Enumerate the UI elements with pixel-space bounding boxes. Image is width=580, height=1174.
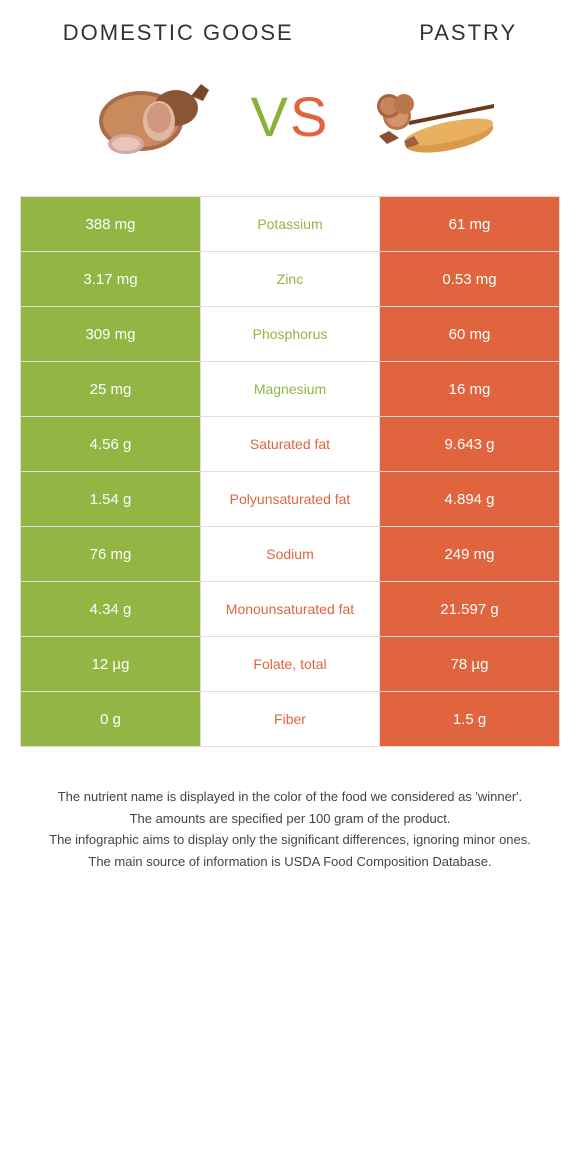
cell-left: 0 g [21, 692, 201, 747]
cell-right: 1.5 g [380, 692, 560, 747]
left-title: DOMESTIC GOOSE [63, 20, 294, 46]
vs-s: S [290, 85, 329, 148]
cell-left: 4.34 g [21, 582, 201, 637]
cell-mid: Fiber [201, 692, 380, 747]
cell-mid: Folate, total [201, 637, 380, 692]
cell-right: 16 mg [380, 362, 560, 417]
cell-left: 4.56 g [21, 417, 201, 472]
table-row: 25 mgMagnesium16 mg [21, 362, 560, 417]
images-row: VS [0, 56, 580, 196]
caption-line-4: The main source of information is USDA F… [40, 852, 540, 872]
table-row: 309 mgPhosphorus60 mg [21, 307, 560, 362]
table-row: 3.17 mgZinc0.53 mg [21, 252, 560, 307]
cell-left: 76 mg [21, 527, 201, 582]
cell-mid: Polyunsaturated fat [201, 472, 380, 527]
cell-left: 309 mg [21, 307, 201, 362]
table-row: 76 mgSodium249 mg [21, 527, 560, 582]
cell-right: 21.597 g [380, 582, 560, 637]
cell-mid: Potassium [201, 197, 380, 252]
table-row: 12 µgFolate, total78 µg [21, 637, 560, 692]
caption: The nutrient name is displayed in the co… [40, 787, 540, 871]
cell-right: 249 mg [380, 527, 560, 582]
goose-image [81, 66, 231, 166]
vs-v: V [251, 85, 290, 148]
cell-mid: Monounsaturated fat [201, 582, 380, 637]
cell-mid: Phosphorus [201, 307, 380, 362]
cell-left: 12 µg [21, 637, 201, 692]
cell-right: 78 µg [380, 637, 560, 692]
pastry-image [349, 66, 499, 166]
cell-right: 9.643 g [380, 417, 560, 472]
cell-right: 60 mg [380, 307, 560, 362]
cell-mid: Sodium [201, 527, 380, 582]
table-row: 388 mgPotassium61 mg [21, 197, 560, 252]
table-row: 4.34 gMonounsaturated fat21.597 g [21, 582, 560, 637]
cell-mid: Zinc [201, 252, 380, 307]
cell-left: 25 mg [21, 362, 201, 417]
cell-mid: Saturated fat [201, 417, 380, 472]
cell-left: 1.54 g [21, 472, 201, 527]
cell-right: 0.53 mg [380, 252, 560, 307]
comparison-table: 388 mgPotassium61 mg3.17 mgZinc0.53 mg30… [20, 196, 560, 747]
caption-line-2: The amounts are specified per 100 gram o… [40, 809, 540, 829]
cell-left: 388 mg [21, 197, 201, 252]
right-title: PASTRY [419, 20, 517, 46]
cell-right: 61 mg [380, 197, 560, 252]
header: DOMESTIC GOOSE PASTRY [0, 0, 580, 56]
caption-line-1: The nutrient name is displayed in the co… [40, 787, 540, 807]
table-row: 0 gFiber1.5 g [21, 692, 560, 747]
table-row: 4.56 gSaturated fat9.643 g [21, 417, 560, 472]
cell-left: 3.17 mg [21, 252, 201, 307]
table-row: 1.54 gPolyunsaturated fat4.894 g [21, 472, 560, 527]
caption-line-3: The infographic aims to display only the… [40, 830, 540, 850]
cell-right: 4.894 g [380, 472, 560, 527]
cell-mid: Magnesium [201, 362, 380, 417]
vs-label: VS [251, 84, 330, 149]
